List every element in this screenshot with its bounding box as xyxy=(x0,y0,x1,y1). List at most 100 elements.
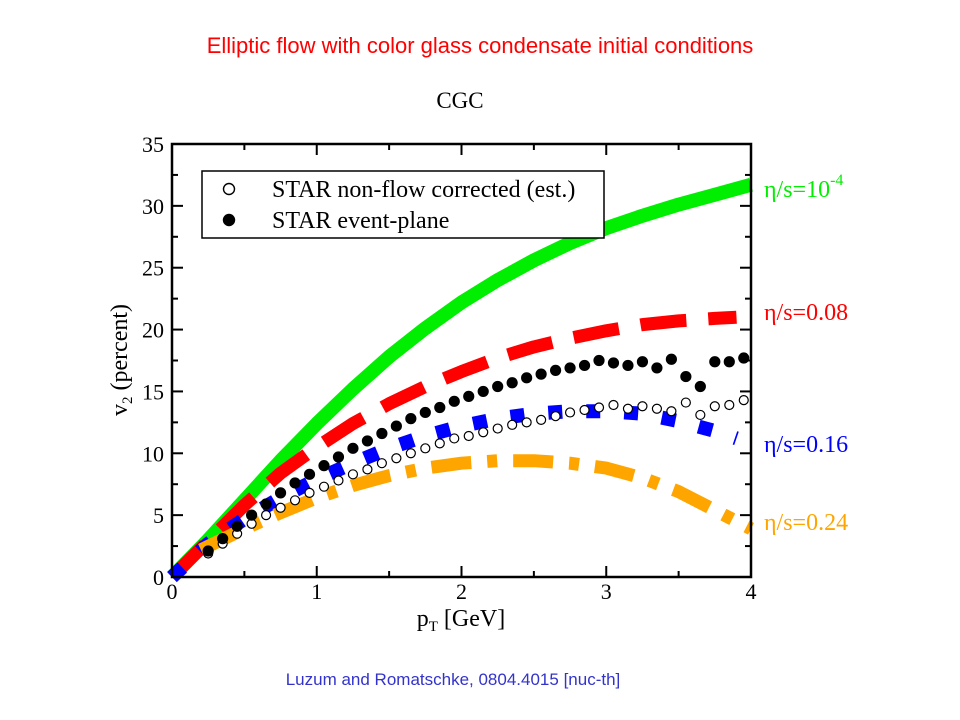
filled-circle-point xyxy=(405,413,417,425)
legend: STAR non-flow corrected (est.) STAR event… xyxy=(201,170,605,239)
filled-circle-point xyxy=(347,442,359,454)
citation: Luzum and Romatschke, 0804.4015 [nuc-th] xyxy=(285,670,621,689)
curve-label-exponent: -4 xyxy=(830,172,843,189)
curve-labels: η/s=10-4 η/s=0.08 η/s=0.16 η/s=0.24 xyxy=(764,172,848,536)
filled-circle-point xyxy=(665,353,677,365)
filled-circle-point xyxy=(506,377,518,389)
filled-circle-point xyxy=(332,451,345,463)
open-circle-point xyxy=(651,403,663,414)
filled-circle-point xyxy=(709,356,721,368)
y-tick-label: 20 xyxy=(142,318,164,343)
filled-circle-point xyxy=(246,509,258,521)
filled-circle-point xyxy=(651,362,663,374)
y-tick-label: 30 xyxy=(142,194,164,219)
curve-label: η/s=10-4 xyxy=(764,172,843,203)
data-points xyxy=(202,352,750,559)
open-circle-point xyxy=(333,475,344,486)
x-tick-label: 3 xyxy=(601,579,612,604)
open-circle-point xyxy=(536,414,547,425)
filled-circle-point xyxy=(492,380,504,393)
filled-circle-point xyxy=(521,372,533,384)
open-circle-point xyxy=(579,404,590,416)
open-circle-point xyxy=(724,399,735,411)
filled-circle-point xyxy=(636,356,649,368)
filled-circle-point xyxy=(231,520,243,532)
filled-circle-point xyxy=(376,427,388,440)
filled-circle-point xyxy=(217,533,229,545)
x-tick-label: 0 xyxy=(167,579,178,604)
open-circle-point xyxy=(362,464,373,475)
filled-circle-point xyxy=(680,370,692,383)
open-circle-point xyxy=(405,448,416,459)
legend-label: STAR event-plane xyxy=(272,208,449,234)
open-circle-point xyxy=(521,417,532,428)
open-circle-point xyxy=(304,487,315,498)
y-tick-label: 15 xyxy=(142,379,164,404)
open-circle-point xyxy=(680,397,691,408)
open-circle-point xyxy=(550,411,561,422)
filled-circle-point xyxy=(549,364,562,376)
open-circle-point xyxy=(463,430,474,442)
x-tick-label: 2 xyxy=(456,579,467,604)
filled-circle-point xyxy=(202,545,214,557)
filled-circle-point xyxy=(419,406,431,419)
open-circle-point xyxy=(564,407,576,418)
open-circle-point xyxy=(709,401,720,412)
x-axis-title: pT [GeV] xyxy=(417,606,505,635)
y-tick-label: 5 xyxy=(153,503,164,528)
open-circle-point xyxy=(391,453,402,464)
open-circle-point xyxy=(666,406,677,417)
filled-circle-point xyxy=(463,390,475,402)
open-circle-point xyxy=(738,394,749,406)
filled-circle-point xyxy=(738,352,750,364)
model-curve xyxy=(166,178,753,582)
legend-label: STAR non-flow corrected (est.) xyxy=(272,177,575,203)
slide-headline: Elliptic flow with color glass condensat… xyxy=(206,33,754,58)
filled-circle-point xyxy=(607,357,620,369)
open-circle-point xyxy=(318,481,330,492)
model-curve xyxy=(167,310,737,582)
filled-circle-point xyxy=(274,487,287,499)
x-tick-label: 1 xyxy=(311,579,322,604)
filled-circle-point xyxy=(593,354,605,367)
open-circle-point xyxy=(507,419,518,430)
open-circle-point xyxy=(637,401,648,412)
filled-circle-point xyxy=(260,498,272,510)
filled-circle-point xyxy=(564,362,576,374)
filled-circle-point xyxy=(622,359,634,372)
open-circle-point xyxy=(434,438,445,449)
y-tick-label: 25 xyxy=(142,256,164,281)
filled-circle-point xyxy=(723,356,735,368)
curve-label: η/s=0.08 xyxy=(764,300,848,326)
legend-marker xyxy=(222,213,236,227)
model-curve xyxy=(198,454,754,556)
y-tick-label: 35 xyxy=(142,132,164,157)
filled-circle-point xyxy=(303,468,316,480)
open-circle-point xyxy=(420,443,431,454)
curve-label: η/s=0.24 xyxy=(764,510,848,536)
filled-circle-point xyxy=(448,395,460,407)
open-circle-point xyxy=(478,427,489,438)
open-circle-point xyxy=(449,433,460,444)
filled-circle-point xyxy=(390,420,402,432)
legend-marker xyxy=(222,182,236,196)
curve-label: η/s=0.16 xyxy=(764,432,848,458)
y-tick-label: 0 xyxy=(153,565,164,590)
filled-circle-point xyxy=(318,460,330,472)
open-circle-point xyxy=(492,423,503,434)
filled-circle-point xyxy=(361,435,374,447)
open-circle-point xyxy=(593,402,605,413)
x-tick-label: 4 xyxy=(746,579,757,604)
open-circle-point xyxy=(376,458,387,469)
legend-box xyxy=(201,170,605,239)
filled-circle-point xyxy=(289,477,301,489)
y-axis-title: v2 (percent) xyxy=(107,304,136,416)
open-circle-point xyxy=(275,502,286,513)
model-curves xyxy=(166,178,754,583)
filled-circle-point xyxy=(477,385,489,398)
open-circle-point xyxy=(260,510,272,521)
filled-circle-point xyxy=(578,359,591,372)
open-circle-point xyxy=(622,403,634,414)
tick-labels: 0 1 2 3 4 0 5 10 15 20 25 30 35 xyxy=(142,132,757,604)
